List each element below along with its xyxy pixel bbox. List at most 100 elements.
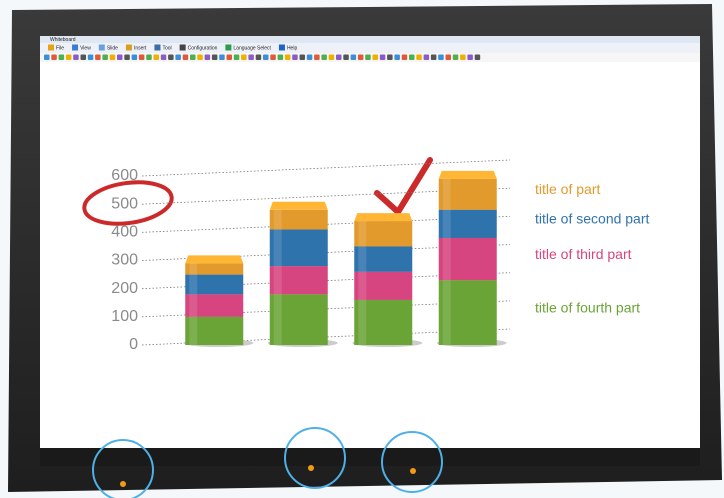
tool-icon: [124, 55, 130, 61]
bar-segment-top: [439, 171, 497, 179]
tool-icon: [438, 55, 444, 61]
indicator-dot: [308, 465, 314, 471]
bar-segment-top: [354, 213, 412, 221]
tool-icon: [212, 55, 218, 61]
window-titlebar: [40, 36, 700, 43]
bar-segment-highlight: [274, 266, 282, 294]
menu-icon: [48, 45, 54, 51]
tool-icon: [351, 55, 357, 61]
tool-icon: [409, 55, 415, 61]
bar-segment-highlight: [443, 238, 451, 280]
bar-segment-highlight: [274, 210, 282, 230]
tool-icon: [453, 55, 459, 61]
tool-icon: [197, 55, 203, 61]
legend-label: title of part: [535, 181, 600, 197]
menu-item: Tool: [162, 45, 171, 51]
tool-icon: [475, 55, 481, 61]
menu-icon: [126, 45, 132, 51]
tool-icon: [146, 55, 152, 61]
tool-icon: [314, 55, 320, 61]
whiteboard-photo: Whiteboard File View Slide Insert Tool Config…: [0, 0, 724, 498]
y-tick-label: 500: [111, 195, 138, 212]
y-tick-label: 0: [129, 336, 138, 353]
bar-segment-highlight: [189, 294, 197, 317]
menu-item: View: [80, 45, 91, 51]
tool-icon: [380, 55, 386, 61]
tool-icon: [73, 55, 79, 61]
tool-icon: [256, 55, 262, 61]
tool-icon: [300, 55, 306, 61]
tool-icon: [431, 55, 437, 61]
tool-icon: [446, 55, 452, 61]
tool-icon: [44, 55, 50, 61]
legend-label: title of third part: [535, 246, 632, 262]
tool-icon: [205, 55, 211, 61]
bar-segment-highlight: [358, 246, 366, 271]
bar-segment-highlight: [274, 230, 282, 267]
bar-segment-highlight: [189, 263, 197, 274]
menu-icon: [180, 45, 186, 51]
tool-icon: [59, 55, 65, 61]
tool-icon: [285, 55, 291, 61]
y-tick-label: 200: [111, 280, 138, 297]
tool-icon: [387, 55, 393, 61]
tool-icon: [263, 55, 269, 61]
bar-segment-highlight: [358, 300, 366, 345]
tool-icon: [292, 55, 298, 61]
bar-segment-top: [185, 255, 243, 263]
tool-icon: [416, 55, 422, 61]
tool-icon: [278, 55, 284, 61]
tool-icon: [183, 55, 189, 61]
bar-segment-highlight: [274, 294, 282, 345]
tool-icon: [373, 55, 379, 61]
tool-icon: [460, 55, 466, 61]
tool-icon: [307, 55, 313, 61]
window-title: Whiteboard: [50, 37, 76, 43]
bar-segment-highlight: [443, 210, 451, 238]
bar-segment-highlight: [443, 179, 451, 210]
tool-icon: [424, 55, 430, 61]
legend-label: title of fourth part: [535, 299, 640, 315]
tool-icon: [81, 55, 87, 61]
tool-icon: [66, 55, 72, 61]
tool-icon: [219, 55, 225, 61]
tool-icon: [248, 55, 254, 61]
indicator-dot: [120, 481, 126, 487]
y-tick-label: 400: [111, 224, 138, 241]
bottom-bezel: [40, 448, 700, 466]
y-tick-label: 300: [111, 252, 138, 269]
menu-item: Configuration: [188, 45, 218, 51]
menu-icon: [99, 45, 105, 51]
tool-icon: [132, 55, 138, 61]
tool-icon: [234, 55, 240, 61]
bar-segment-highlight: [189, 275, 197, 295]
tool-icon: [227, 55, 233, 61]
tool-icon: [102, 55, 108, 61]
tool-icon: [241, 55, 247, 61]
tool-icon: [358, 55, 364, 61]
y-tick-label: 100: [111, 308, 138, 325]
menu-item: Language Select: [233, 45, 271, 51]
menu-item: Insert: [134, 45, 147, 51]
menu-icon: [279, 45, 285, 51]
tool-icon: [467, 55, 473, 61]
tool-icon: [336, 55, 342, 61]
tool-icon: [51, 55, 57, 61]
bar-segment-highlight: [189, 317, 197, 345]
tool-icon: [110, 55, 116, 61]
tool-icon: [394, 55, 400, 61]
tool-icon: [168, 55, 174, 61]
tool-icon: [321, 55, 327, 61]
tool-icon: [329, 55, 335, 61]
menu-icon: [225, 45, 231, 51]
menu-item: File: [56, 45, 64, 51]
bar-segment-top: [270, 202, 328, 210]
tool-icon: [343, 55, 349, 61]
bar-segment-highlight: [358, 221, 366, 246]
tool-icon: [95, 55, 101, 61]
menu-item: Slide: [107, 45, 118, 51]
bar-segment-highlight: [443, 280, 451, 345]
menu-icon: [72, 45, 78, 51]
tool-icon: [365, 55, 371, 61]
y-tick-label: 600: [111, 167, 138, 184]
